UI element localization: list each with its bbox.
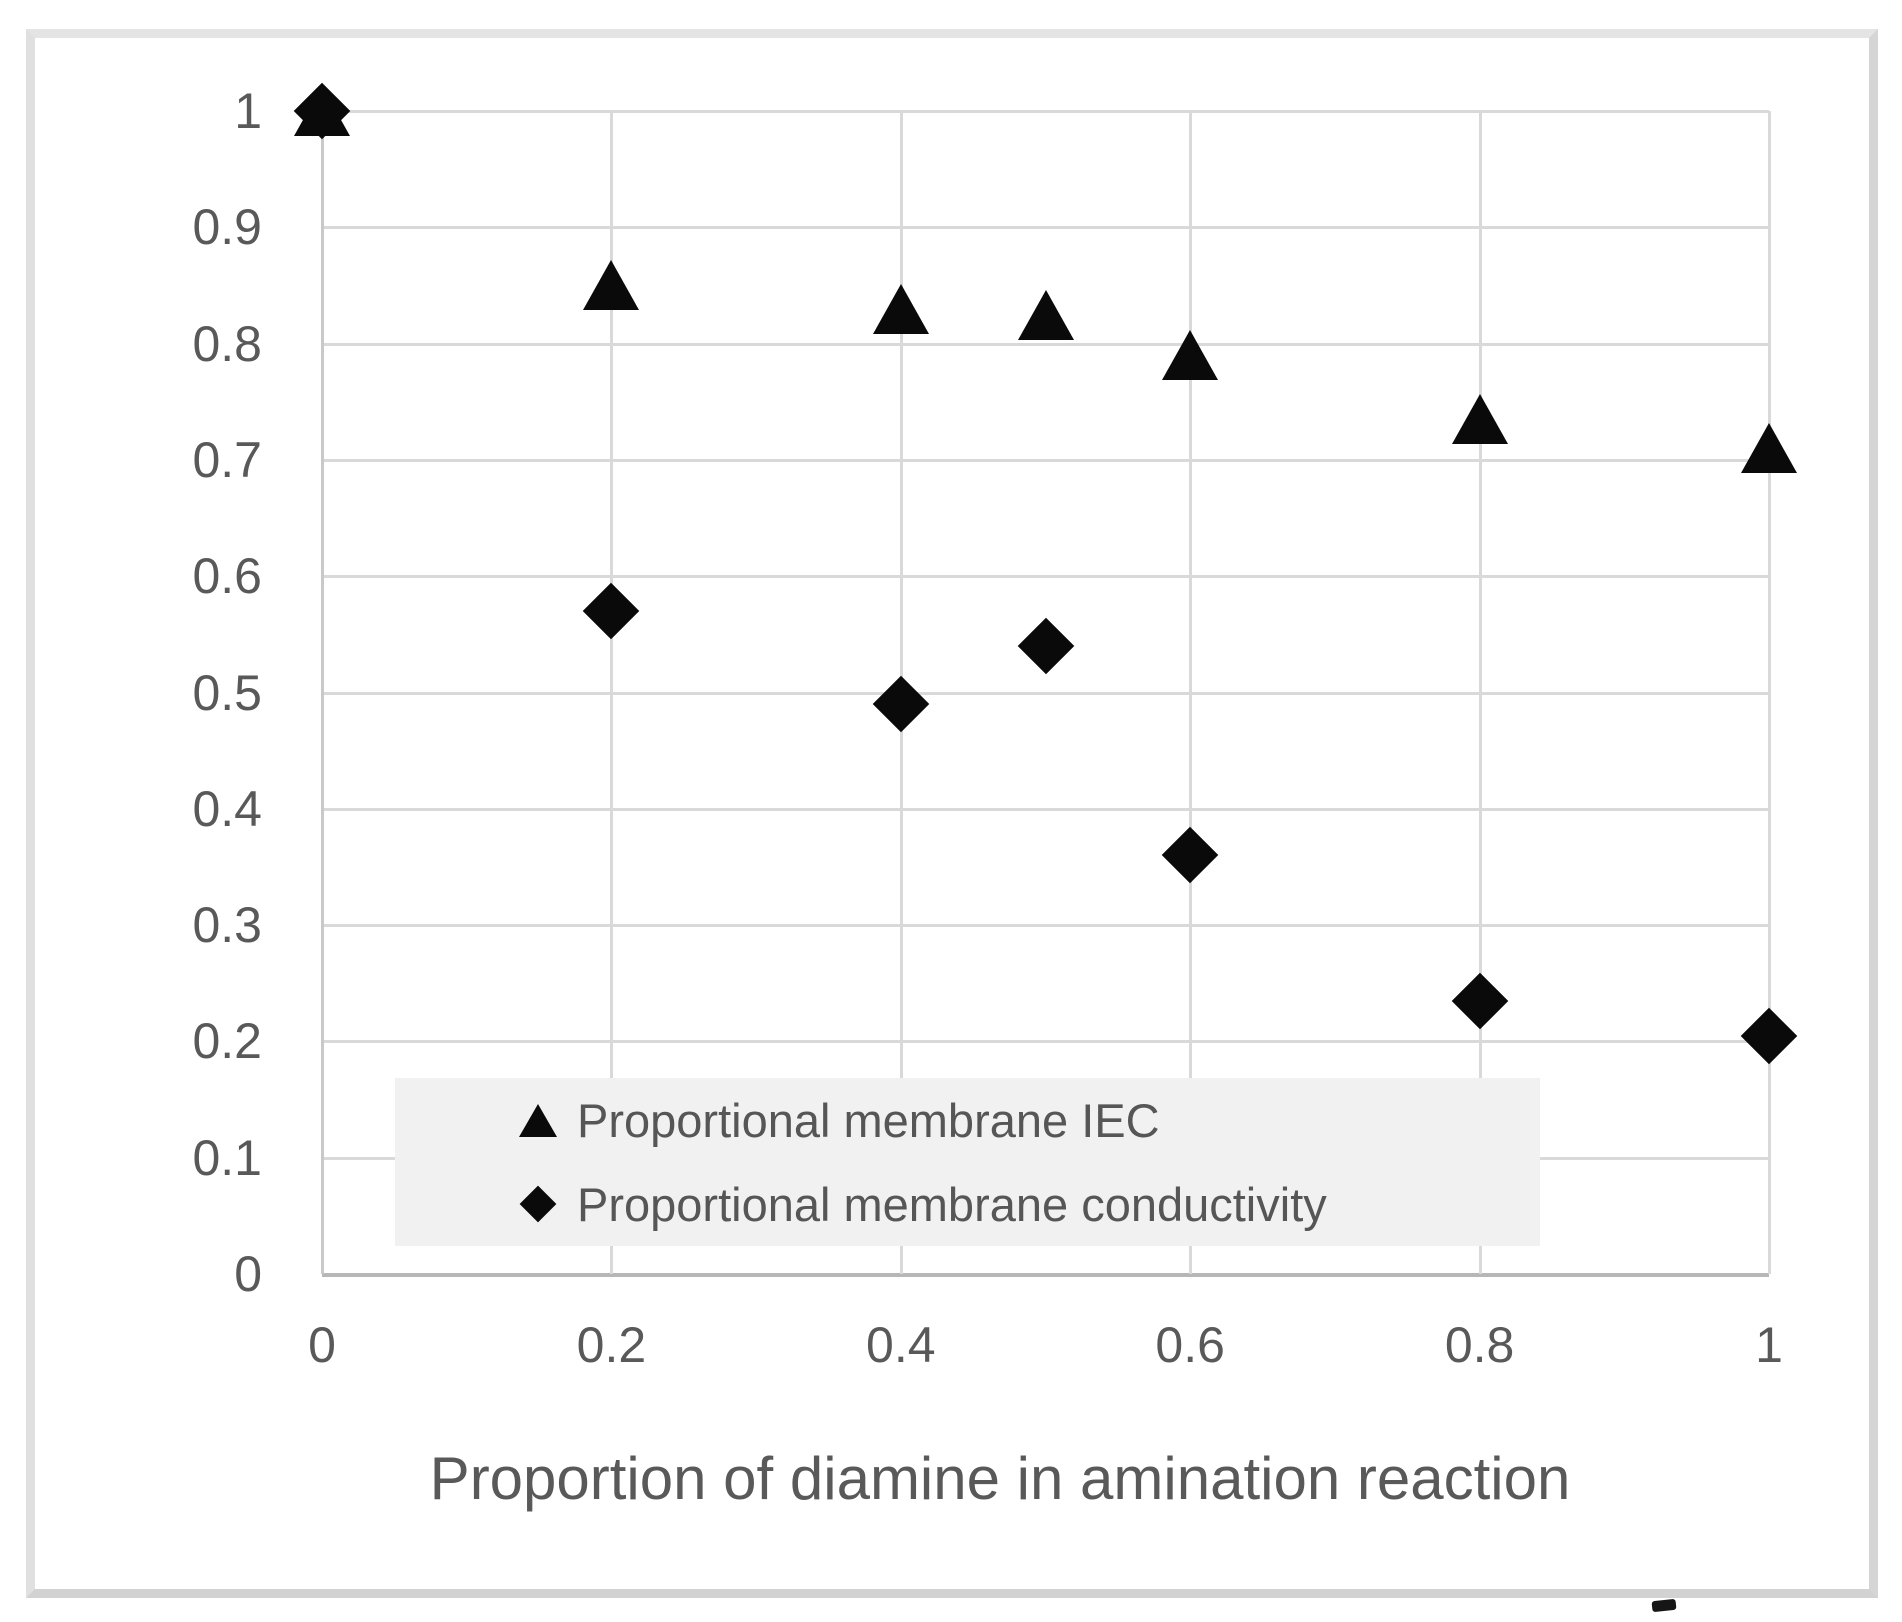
h-gridline (322, 110, 1769, 113)
x-tick-label: 0.8 (1444, 1317, 1515, 1373)
y-tick-label: 0.8 (192, 315, 262, 372)
y-axis-line (321, 111, 324, 1274)
x-tick-label: 0.4 (866, 1317, 936, 1373)
v-gridline (1189, 111, 1193, 1274)
h-gridline (322, 807, 1769, 811)
legend-item-iec: Proportional membrane IEC (519, 1081, 1540, 1159)
y-tick-label: 0.1 (192, 1129, 262, 1186)
y-tick-label: 0.7 (192, 431, 262, 488)
diamond-legend-icon (519, 1185, 557, 1223)
triangle-marker (1162, 330, 1219, 381)
y-tick-label: 0.3 (192, 897, 262, 954)
h-gridline (322, 1040, 1769, 1044)
diamond-marker (1017, 617, 1074, 675)
x-axis-title: Proportion of diamine in amination react… (429, 1445, 1571, 1512)
chart-border-frame (26, 29, 1878, 1598)
triangle-marker (872, 283, 929, 334)
triangle-marker (294, 86, 350, 136)
legend: Proportional membrane IEC Proportional m… (395, 1078, 1540, 1246)
legend-label-iec: Proportional membrane IEC (577, 1093, 1160, 1147)
v-gridline (1478, 111, 1482, 1274)
y-tick-label: 0 (234, 1246, 262, 1302)
h-gridline (322, 226, 1769, 230)
y-tick-label: 0.4 (192, 780, 262, 837)
y-tick-label: 0.9 (192, 199, 262, 256)
stray-mark (1651, 1598, 1677, 1613)
triangle-marker (1017, 289, 1074, 340)
triangle-marker (1741, 423, 1797, 474)
triangle-legend-icon (519, 1103, 557, 1137)
x-tick-label: 0 (308, 1317, 336, 1373)
x-tick-label: 0.6 (1155, 1317, 1225, 1373)
y-tick-label: 0.5 (192, 664, 262, 721)
diamond-marker (1451, 972, 1508, 1029)
diamond-marker (872, 675, 930, 733)
h-gridline (322, 458, 1769, 462)
diamond-marker (1161, 827, 1219, 884)
x-axis-line (322, 1273, 1769, 1277)
v-gridline (610, 111, 614, 1274)
v-gridline (1768, 111, 1771, 1274)
triangle-marker (1451, 394, 1508, 445)
y-tick-label: 0.2 (192, 1013, 262, 1070)
h-gridline (322, 575, 1769, 579)
diamond-marker (583, 582, 640, 640)
h-gridline (322, 342, 1769, 346)
x-tick-label: 0.2 (576, 1317, 647, 1373)
y-tick-label: 1 (234, 83, 262, 139)
x-tick-label: 1 (1755, 1317, 1783, 1373)
h-gridline (322, 924, 1769, 928)
plot-area: Proportional membrane IEC Proportional m… (293, 82, 1798, 1277)
triangle-marker (583, 260, 640, 311)
h-gridline (322, 691, 1769, 695)
legend-label-conductivity: Proportional membrane conductivity (577, 1177, 1327, 1231)
y-tick-label: 0.6 (192, 548, 262, 605)
legend-item-conductivity: Proportional membrane conductivity (519, 1165, 1540, 1243)
